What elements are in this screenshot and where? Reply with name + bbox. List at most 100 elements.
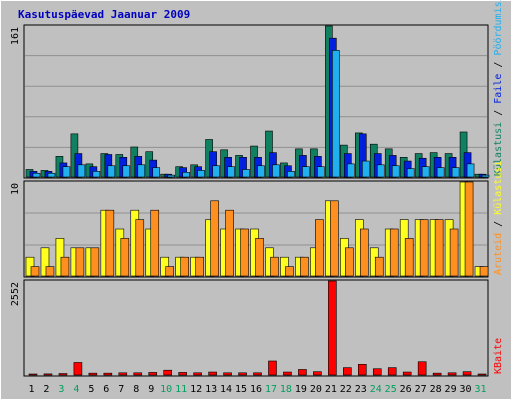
x-tick-label-day-22: 22: [340, 384, 352, 395]
bar-top-files-day-7: [122, 165, 131, 178]
bar-top-files-day-2: [47, 172, 56, 178]
x-tick-label-day-8: 8: [133, 384, 139, 395]
bar-top-files-day-24: [376, 164, 385, 178]
bar-bottom-kbytes-day-14: [223, 372, 232, 376]
bar-bottom-kbytes-day-5: [88, 372, 98, 376]
bar-top-files-day-9: [152, 167, 161, 178]
bar-top-files-day-17: [272, 164, 280, 178]
bar-top-files-day-19: [302, 166, 310, 178]
panel-middle-legend: Aruteid / Külastusi: [493, 161, 504, 275]
bar-top-files-day-23: [361, 160, 370, 178]
bar-middle-sites-day-13: [210, 200, 219, 277]
panel-top-legend: Külastusi / Faile / Pöördumisi: [493, 0, 504, 176]
bar-bottom-kbytes-day-2: [43, 373, 53, 376]
bar-top-files-day-15: [242, 169, 250, 178]
x-tick-label-day-16: 16: [250, 384, 262, 395]
bar-top-files-day-16: [257, 165, 265, 178]
bar-middle-sites-day-5: [90, 247, 100, 277]
bar-middle-sites-day-4: [75, 247, 85, 277]
bar-bottom-kbytes-day-21: [328, 280, 337, 376]
bar-middle-sites-day-16: [255, 238, 264, 277]
panel-top-legend-item-4: Pöördumisi: [493, 0, 504, 56]
x-tick-label-day-25: 25: [385, 384, 397, 395]
bar-middle-sites-day-20: [315, 219, 324, 277]
bar-bottom-kbytes-day-7: [118, 372, 128, 376]
bar-bottom-kbytes-day-19: [298, 369, 307, 376]
bar-bottom-kbytes-day-28: [432, 372, 442, 376]
bar-top-files-day-8: [137, 164, 146, 178]
x-tick-label-day-4: 4: [73, 384, 79, 395]
panel-top-ymax-label: 161: [10, 27, 21, 45]
x-tick-label-day-18: 18: [280, 384, 292, 395]
x-tick-label-day-20: 20: [310, 384, 322, 395]
bar-top-files-day-14: [227, 166, 235, 178]
x-tick-label-day-11: 11: [175, 384, 187, 395]
bar-top-files-day-21: [332, 50, 340, 178]
bar-bottom-kbytes-day-31: [477, 373, 487, 376]
x-tick-label-day-1: 1: [28, 384, 34, 395]
panel-middle-legend-item-1: /: [493, 215, 504, 233]
bar-top-files-day-1: [32, 172, 41, 178]
bar-bottom-kbytes-day-20: [313, 371, 322, 376]
bar-top-files-day-22: [347, 163, 355, 178]
bar-bottom-kbytes-day-10: [163, 369, 173, 376]
panel-top-legend-item-1: /: [493, 104, 504, 122]
panel-bottom-legend: KBaite: [493, 338, 504, 374]
x-tick-label-day-15: 15: [235, 384, 247, 395]
bar-middle-sites-day-26: [404, 238, 414, 277]
bar-middle-sites-day-27: [419, 219, 429, 277]
bar-bottom-kbytes-day-8: [133, 372, 143, 376]
bar-middle-sites-day-19: [300, 256, 309, 277]
x-tick-label-day-23: 23: [355, 384, 367, 395]
bar-middle-sites-day-6: [105, 209, 115, 277]
x-tick-label-day-30: 30: [460, 384, 472, 395]
bar-top-files-day-27: [421, 166, 430, 178]
x-tick-label-day-5: 5: [88, 384, 94, 395]
bar-top-files-day-5: [92, 171, 101, 178]
x-tick-label-day-10: 10: [160, 384, 172, 395]
bar-middle-sites-day-30: [464, 181, 474, 277]
x-tick-label-day-7: 7: [118, 384, 124, 395]
bar-top-files-day-3: [62, 166, 71, 178]
x-tick-label-day-2: 2: [43, 384, 49, 395]
bar-middle-sites-day-29: [449, 228, 459, 277]
bar-top-files-day-18: [287, 171, 295, 178]
bar-top-files-day-6: [107, 165, 116, 178]
x-tick-label-day-3: 3: [58, 384, 64, 395]
bar-bottom-kbytes-day-13: [208, 371, 217, 376]
bar-top-files-day-31: [481, 174, 490, 178]
bar-middle-sites-day-3: [60, 256, 70, 277]
bar-middle-sites-day-2: [45, 266, 55, 277]
bar-top-files-day-4: [77, 164, 86, 178]
bar-bottom-kbytes-day-4: [73, 362, 83, 376]
bar-bottom-kbytes-day-23: [357, 364, 367, 376]
bar-bottom-kbytes-day-22: [343, 367, 352, 376]
bar-middle-sites-day-7: [120, 238, 130, 277]
bar-bottom-kbytes-day-26: [402, 371, 412, 376]
x-tick-label-day-27: 27: [415, 384, 427, 395]
bar-top-files-day-26: [406, 168, 415, 178]
bar-top-files-day-13: [212, 165, 220, 178]
bar-middle-sites-day-14: [225, 209, 234, 277]
panel-middle-legend-item-2: Külastusi: [493, 161, 504, 215]
bar-middle-sites-day-31: [479, 266, 489, 277]
x-tick-label-day-12: 12: [190, 384, 202, 395]
bar-bottom-kbytes-day-24: [372, 368, 382, 376]
chart-title: Kasutuspäevad Jaanuar 2009: [18, 8, 190, 21]
bar-middle-sites-day-9: [150, 209, 160, 277]
x-tick-label-day-24: 24: [370, 384, 382, 395]
x-tick-label-day-19: 19: [295, 384, 307, 395]
panel-top-legend-item-2: Faile: [493, 74, 504, 104]
bar-bottom-kbytes-day-11: [178, 372, 187, 376]
bar-middle-sites-day-12: [195, 256, 204, 277]
panel-bottom-area: [23, 279, 489, 377]
bar-top-files-day-20: [317, 166, 325, 178]
bar-bottom-kbytes-day-18: [283, 371, 292, 376]
bar-bottom-kbytes-day-15: [238, 372, 247, 376]
bar-middle-sites-day-11: [180, 256, 189, 277]
bar-bottom-kbytes-day-16: [253, 372, 262, 376]
panel-bottom-ymax-label: 2552: [10, 282, 21, 306]
x-tick-label-day-14: 14: [220, 384, 232, 395]
bar-top-files-day-25: [391, 165, 400, 178]
bar-bottom-kbytes-day-30: [462, 371, 472, 376]
